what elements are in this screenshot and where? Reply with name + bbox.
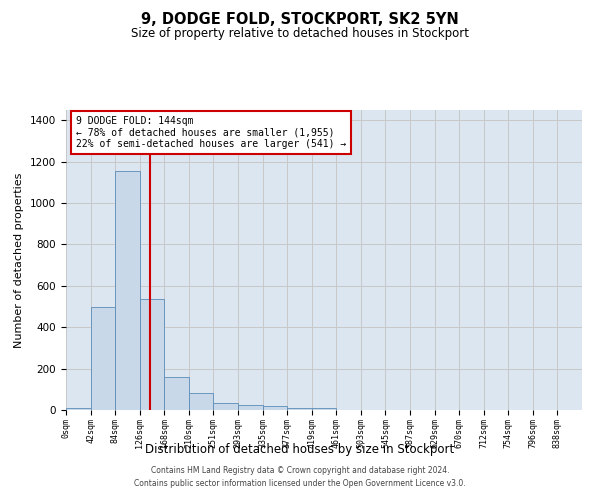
Bar <box>312 408 336 410</box>
Bar <box>115 171 140 410</box>
Bar <box>214 403 238 410</box>
Text: Distribution of detached houses by size in Stockport: Distribution of detached houses by size … <box>145 442 455 456</box>
Bar <box>189 393 214 410</box>
Text: 9 DODGE FOLD: 144sqm
← 78% of detached houses are smaller (1,955)
22% of semi-de: 9 DODGE FOLD: 144sqm ← 78% of detached h… <box>76 116 347 149</box>
Bar <box>287 408 312 410</box>
Text: 9, DODGE FOLD, STOCKPORT, SK2 5YN: 9, DODGE FOLD, STOCKPORT, SK2 5YN <box>141 12 459 28</box>
Text: Contains HM Land Registry data © Crown copyright and database right 2024.
Contai: Contains HM Land Registry data © Crown c… <box>134 466 466 487</box>
Bar <box>263 406 287 410</box>
Bar <box>91 306 115 410</box>
Bar <box>140 300 164 410</box>
Bar <box>238 405 263 410</box>
Y-axis label: Number of detached properties: Number of detached properties <box>14 172 25 348</box>
Bar <box>164 377 189 410</box>
Text: Size of property relative to detached houses in Stockport: Size of property relative to detached ho… <box>131 28 469 40</box>
Bar <box>66 408 91 410</box>
